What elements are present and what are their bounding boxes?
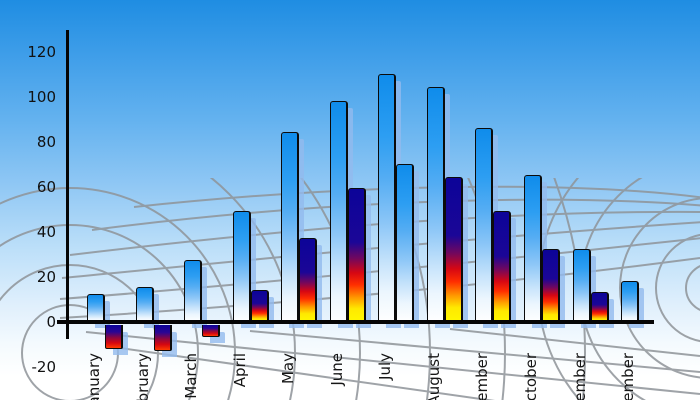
bar-april-secondary: [250, 289, 269, 322]
bar-june-primary: [329, 100, 348, 322]
bar-december-primary: [621, 280, 640, 322]
bar-august-primary: [426, 87, 445, 322]
y-axis-tick-label: 100: [27, 88, 56, 106]
y-axis-line: [66, 30, 69, 339]
x-axis-label-september: September: [473, 353, 492, 400]
x-axis-label-june: June: [327, 353, 346, 386]
bar-august-secondary: [444, 177, 463, 322]
bar-september-primary: [475, 127, 494, 322]
bar-march-secondary: [202, 325, 221, 338]
x-axis-label-february: February: [133, 353, 152, 400]
x-axis-label-november: November: [570, 353, 589, 400]
y-axis-tick-label: 120: [27, 43, 56, 61]
bar-november-primary: [572, 249, 591, 322]
y-axis-tick-label: 60: [36, 178, 56, 196]
x-axis-label-march: March: [182, 353, 201, 399]
bar-january-secondary: [105, 325, 123, 349]
x-axis-label-december: December: [619, 353, 638, 400]
bar-february-primary: [135, 287, 154, 322]
x-axis-label-august: August: [424, 353, 443, 400]
y-axis-tick-label: 20: [36, 268, 56, 286]
y-axis-tick-label: 0: [46, 313, 56, 331]
x-axis-label-july: July: [376, 353, 395, 380]
bar-march-primary: [184, 260, 203, 322]
bar-october-primary: [523, 174, 542, 322]
bar-may-secondary: [299, 237, 318, 322]
bar-june-secondary: [347, 188, 366, 322]
bar-january-primary: [87, 294, 105, 322]
x-axis-baseline: [57, 320, 654, 324]
y-axis-tick-label: 80: [36, 133, 56, 151]
background-grid: [0, 178, 700, 400]
bar-february-secondary: [153, 325, 172, 351]
y-axis-tick-label: 40: [36, 223, 56, 241]
background-grid-svg: [0, 178, 700, 400]
x-axis-label-april: April: [230, 353, 249, 388]
bar-november-secondary: [590, 291, 609, 322]
bar-september-secondary: [493, 210, 512, 322]
bar-april-primary: [232, 210, 251, 322]
bar-shadow-march-secondary: [210, 332, 226, 344]
bar-may-primary: [281, 132, 300, 322]
x-axis-label-october: October: [521, 353, 540, 400]
bar-october-secondary: [541, 249, 560, 322]
bar-july-primary: [378, 73, 397, 322]
bar-july-secondary: [396, 163, 415, 322]
x-axis-label-may: May: [279, 353, 298, 385]
x-axis-label-january: January: [85, 353, 103, 400]
y-axis-tick-label: -20: [31, 358, 57, 376]
